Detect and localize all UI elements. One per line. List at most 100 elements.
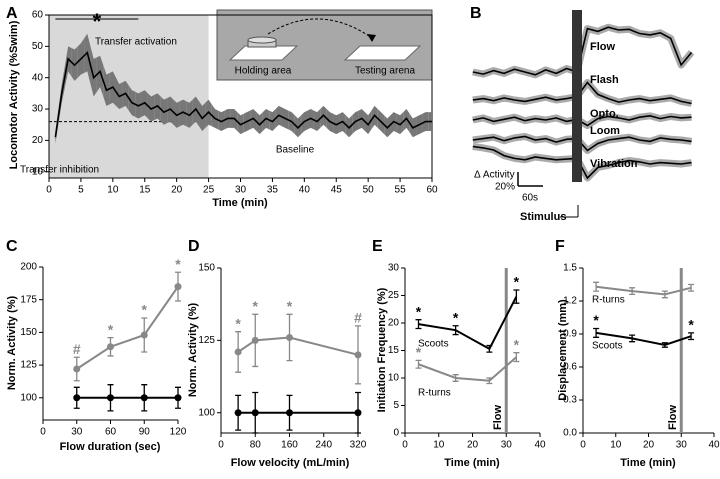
stimulus-line-label: Flow [492,405,504,430]
significance-label: * [108,321,114,337]
x-axis-label: Time (min) [444,457,500,469]
x-axis-label: Time (min) [620,457,676,469]
error-band [211,104,219,130]
trace-label: Flow [590,41,615,53]
x-tick-label: 120 [170,427,187,438]
error-band [192,96,200,127]
error-bar [452,325,459,336]
point [234,348,242,356]
trace-label: Vibration [590,158,638,170]
y-tick-label: 20 [388,318,400,329]
error-bar [688,283,695,292]
error-bar [661,342,668,348]
significance-label: * [688,317,694,333]
x-tick-label: 35 [267,185,279,196]
series-label: R-turns [592,295,625,306]
y-tick-label: 100 [198,407,215,418]
x-tick-label: 15 [139,185,151,196]
error-band [167,96,174,125]
significance-label: * [142,302,148,318]
x-tick-label: 30 [501,440,513,451]
scale-bar-title: Δ Activity [474,170,515,181]
significance-label: # [73,341,81,357]
error-band [186,99,193,128]
error-bar [486,344,493,353]
y-tick-label: 150 [198,263,215,274]
y-tick-label: 5 [393,400,399,411]
error-band [371,105,378,130]
x-tick-label: 160 [281,440,298,451]
y-tick-label: 0 [393,428,399,439]
point [286,333,293,341]
error-band [103,65,110,106]
y-axis-label: Locomotor Activity (%Swim) [8,20,20,169]
error-band [384,115,391,138]
y-tick-label: 0.9 [563,329,577,340]
error-bar [661,290,668,299]
x-tick-label: 20 [643,440,655,451]
significance-label: # [354,310,362,326]
holding-dish-top [247,36,277,44]
series-line [595,331,692,347]
y-tick-label: 15 [388,345,400,356]
error-band [154,93,161,122]
x-tick-label: 0 [402,440,408,451]
significance-label: * [175,256,181,272]
series-label: R-turns [418,388,451,399]
y-tick-label: 0.3 [563,395,577,406]
x-tick-label: 0 [40,427,46,438]
error-band [205,99,212,128]
y-tick-label: 40 [32,72,44,83]
y-tick-label: 0.0 [563,428,577,439]
x-tick-label: 240 [315,440,332,451]
y-tick-label: 30 [32,104,44,115]
error-band [116,77,123,110]
error-band [294,115,302,138]
x-tick-label: 40 [708,440,720,451]
series-line [418,296,518,351]
significance-label: * [287,298,293,314]
y-tick-label: 25 [388,290,400,301]
stimulus-line-label: Flow [667,405,679,430]
transfer-arrowhead [367,34,376,42]
x-tick-label: 0 [218,440,224,451]
series-line [237,336,359,356]
x-tick-label: 20 [171,185,183,196]
error-band [403,109,410,133]
series-label: Scoots [592,341,623,352]
error-bar [415,359,422,369]
error-band [320,105,327,128]
x-tick-label: 30 [676,440,688,451]
trace [472,145,692,180]
error-band [269,109,276,131]
x-tick-label: 10 [107,185,119,196]
trace-label: Flash [590,74,619,86]
series-line [595,285,692,296]
x-tick-label: 40 [299,185,311,196]
y-axis-label: Norm. Activity (%) [187,303,199,398]
significance-label: * [253,298,259,314]
error-bar [513,289,520,304]
point [354,409,362,417]
point [73,394,81,402]
x-axis-label: Time (min) [212,197,268,209]
annotation: Baseline [276,145,315,156]
panel-letter: A [6,5,18,22]
panel-letter: B [470,5,482,22]
error-bar [629,334,636,343]
trace [472,114,692,127]
y-tick-label: 100 [20,392,37,403]
point [140,331,148,339]
annotation: Testing arena [355,66,415,77]
panel-letter: E [372,238,383,255]
y-axis-label: Norm. Activity (%) [6,296,18,391]
x-tick-label: 40 [534,440,546,451]
error-band [358,109,365,131]
error-band [199,101,206,131]
x-tick-label: 45 [331,185,343,196]
significance-label: * [235,315,241,331]
point [174,283,182,291]
error-band [275,105,282,128]
error-band [71,46,78,81]
point [107,394,114,402]
